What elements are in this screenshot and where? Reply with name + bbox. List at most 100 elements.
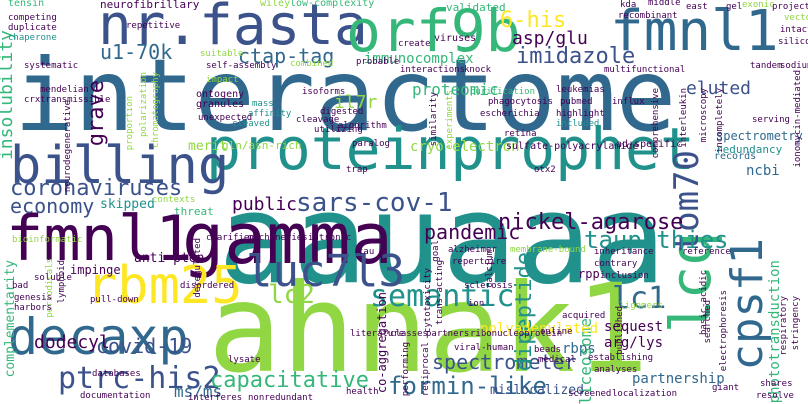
word-cleavage: cleavage [296,115,340,125]
word-comprehensive: comprehensive [651,88,661,159]
word-ad-specific: ad-specific [616,139,683,150]
word-suitable: suitable [200,49,244,59]
word-tandem: tandem [750,61,783,71]
word-anti-pten: anti-pten [134,251,205,266]
word-beads: beads [534,345,562,355]
word-combined: combined [290,59,334,69]
word-proteomic: proteomic [412,80,499,99]
word-chromatography: chromatography [151,72,161,148]
word-dipeptide: dipeptide [512,252,537,372]
word-impinge: impinge [70,263,121,277]
word-cleaved: cleaved [232,119,270,129]
word-polyadenylated: polyadenylated [480,321,599,337]
word-interferes: interferes [188,393,243,403]
word-arg-lys: arg/lys [604,335,664,351]
word-mendelian: mendelian [40,85,89,95]
word-respiratory: respiratory [779,296,789,356]
word-literature: literature [350,329,405,339]
word-contrary: contrary [594,259,638,269]
word-spectrometry: spectrometry [716,129,803,143]
word-algorithm: algorithm [338,121,387,131]
word-soluble: soluble [34,273,72,283]
word-fmnl1-top: fmnl1 [610,0,779,64]
word-formin-like: formin-like [388,372,547,400]
word-luc7l3: luc7l3 [246,246,405,297]
word-ion: ion [468,299,485,309]
word-competing: competing [8,13,57,23]
word-reference: reference [682,247,731,257]
word-gamma: gamma [182,198,393,280]
word-tau: tau [358,247,375,257]
word-disordered: disordered [180,281,235,291]
word-proportion: proportion [125,96,135,151]
word-reciprocal: reciprocal [421,342,431,397]
word-multifunctional: multifunctional [604,65,686,75]
word-inheritance: inheritance [594,247,654,257]
word-imidazole: imidazole [516,44,636,69]
word-digested: digested [320,107,364,117]
word-trap: trap [346,165,368,175]
word-intronic: intronic [308,233,352,243]
word-east: east [686,2,708,12]
word-health: health [346,387,379,397]
word-isoforms: isoforms [302,87,346,97]
word-pull-down: pull-down [90,295,139,305]
word-bioinformatic: bioinformatic [12,235,83,245]
word-capacitative: capacitative [210,368,369,393]
word-incompletely: incompletely [715,88,725,154]
word-lc1: lc1 [612,281,667,316]
word-decaxp: decaxp [8,308,189,366]
word-viruses: viruses [434,33,477,44]
word-gln-asn-rich: gln/asn-rich [222,139,302,152]
word-chaperone: chaperone [8,33,57,43]
word-cpsf1: cpsf1 [722,238,773,371]
word-goal: goal [431,240,441,262]
word-repertoire: repertoire [452,257,507,267]
word-neurodegenerative: neurodegenerative [63,100,73,193]
word-cytotoxicity: cytotoxicity [423,268,433,334]
word-mislocalized: mislocalized [490,383,584,398]
word-6-his: 6-his [500,8,567,33]
word-utilizing: utilizing [314,125,363,135]
word-intact: intact [780,25,808,35]
word-lc2: lc2 [268,280,315,310]
word-highlight: highlight [556,109,605,119]
word-immunocomplex: immunocomplex [364,51,474,67]
word-impact: impact [206,75,239,85]
word-project: project [772,2,808,12]
word-pubmed: pubmed [560,97,593,107]
word-inclusion: inclusion [600,271,649,281]
word-wiley: wiley [260,0,291,9]
word-classes: classes [390,329,428,339]
word-records: records [714,151,757,162]
word-deregulated: deregulated [193,238,203,298]
word-semantic: semantic [370,279,515,314]
word-similarity: similarity [429,92,439,147]
word-kda: kda [620,0,637,10]
word-clarified: clarified [206,233,255,243]
word-interleukin: interleukin [679,88,689,148]
word-sclerosis: sclerosis [464,281,513,291]
word-unexpected: unexpected [198,113,253,123]
word-coronaviruses: coronaviruses [10,176,183,201]
word-ctap-tag: ctap-tag [238,44,335,68]
word-interactome: interactome [14,37,677,154]
word-published: published [615,306,625,355]
word-systematic: systematic [24,61,79,71]
word-stringency: stringency [791,296,801,351]
word-establishing: establishing [588,353,654,363]
word-lysate: lysate [228,355,261,365]
word-ncbi: ncbi [746,163,780,179]
word-contexts: contexts [152,195,196,205]
word-proteinprophet: proteinprophet [206,115,695,183]
word-ribonucleoprotein: ribonucleoprotein [470,329,563,339]
word-performing: performing [401,342,411,397]
word-pandemic: pandemic [424,220,521,244]
word-aauaaa: aauaaa [218,168,666,312]
word-bad: bad [12,281,29,291]
word-asp-glu: asp/glu [512,28,588,49]
word-basic-acidic: basic-acidic [699,270,709,336]
word-giant: giant [712,383,740,393]
word-affinity: affinity [248,109,292,119]
